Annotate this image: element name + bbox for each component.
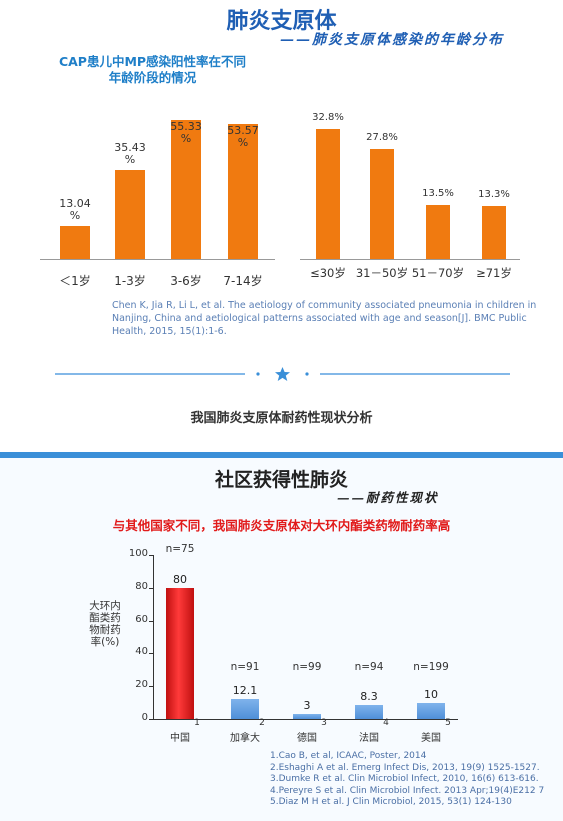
bar-country-1 (231, 699, 259, 719)
category-label-adults-3: ≥71岁 (476, 266, 512, 280)
value-label-country-4: 10 (424, 687, 438, 701)
value-label-children-1: 35.43% (105, 140, 155, 166)
bottom-slide-subtitle: ——耐药性现状 (337, 490, 439, 505)
ref-number-country-3: 4 (383, 718, 389, 728)
value-unit: % (124, 152, 136, 166)
bar-country-4 (417, 702, 445, 719)
bottom-slide-headline: 与其他国家不同，我国肺炎支原体对大环内酯类药物耐药率高 (112, 518, 451, 533)
ytick-mark-2 (149, 653, 153, 655)
ytick-label-1: 20 (135, 679, 148, 691)
bar-children-0 (60, 226, 90, 259)
value-unit: % (237, 136, 249, 150)
left-chart-title-line2: 年龄阶段的情况 (108, 70, 197, 85)
bar-children-3 (228, 124, 258, 259)
top-slide-citation: Chen K, Jia R, Li L, et al. The aetiolog… (112, 300, 537, 337)
reference-item: 1.Cao B, et al, ICAAC, Poster, 2014 (270, 751, 427, 761)
ytick-label-0: 0 (141, 712, 148, 723)
y-axis (153, 555, 154, 719)
category-label-country-0: 中国 (170, 733, 190, 744)
value-number: 35.43 (114, 140, 146, 154)
ytick-mark-1 (149, 686, 153, 688)
ref-number-country-1: 2 (259, 718, 265, 728)
reference-item: 5.Diaz M H et al. J Clin Microbiol, 2015… (270, 797, 512, 807)
category-label-adults-0: ≤30岁 (310, 266, 346, 280)
category-label-country-1: 加拿大 (230, 733, 260, 744)
bar-adults-1 (370, 148, 394, 259)
left-chart-title: CAP患儿中MP感染阳性率在不同 年龄阶段的情况 (30, 54, 275, 86)
bar-adults-0 (316, 128, 340, 259)
x-axis (153, 719, 458, 720)
bar-children-1 (115, 169, 145, 259)
bar-children-2 (171, 119, 201, 259)
value-number: 53.57 (227, 124, 259, 138)
category-label-children-2: 3-6岁 (170, 274, 202, 288)
x-axis-children (40, 259, 275, 260)
n-label-country-1: n=91 (230, 661, 260, 673)
value-number: 13.04 (59, 197, 91, 211)
n-label-country-0: n=75 (165, 543, 195, 555)
category-label-country-2: 德国 (297, 733, 317, 744)
ytick-label-3: 60 (135, 613, 148, 625)
ytick-mark-5 (149, 555, 153, 556)
value-label-adults-2: 13.5% (422, 188, 454, 200)
ytick-label-2: 40 (135, 646, 148, 658)
bar-adults-3 (482, 206, 506, 259)
ref-number-country-0: 1 (194, 718, 200, 728)
resistance-chart-ylabel: 大环内酯类药物耐药率(%) (89, 600, 121, 648)
value-label-children-0: 13.04% (50, 198, 100, 222)
reference-item: 3.Dumke R et al. Clin Microbiol Infect, … (270, 774, 539, 784)
ytick-mark-0 (149, 719, 153, 720)
category-label-adults-2: 51－70岁 (411, 266, 465, 280)
value-number: 55.33 (170, 119, 202, 133)
n-label-country-2: n=99 (292, 661, 322, 673)
value-label-country-2: 3 (303, 699, 311, 713)
category-label-country-4: 美国 (421, 733, 441, 744)
value-label-adults-0: 32.8% (312, 111, 344, 123)
bottom-slide-title: 社区获得性肺炎 (214, 469, 348, 491)
ytick-mark-3 (149, 620, 153, 622)
value-label-children-3: 53.57% (218, 125, 268, 149)
value-unit: % (180, 131, 192, 145)
bar-country-2 (293, 714, 321, 719)
left-chart-title-line1: CAP患儿中MP感染阳性率在不同 (58, 54, 247, 69)
top-slide-subtitle: ——肺炎支原体感染的年龄分布 (280, 32, 504, 48)
ytick-mark-4 (149, 587, 153, 589)
top-slide-title: 肺炎支原体 (226, 9, 337, 34)
category-label-children-3: 7-14岁 (223, 274, 263, 288)
value-unit: % (69, 209, 81, 223)
value-label-adults-1: 27.8% (366, 131, 398, 143)
bottom-slide (0, 452, 563, 821)
bar-country-3 (355, 705, 383, 719)
divider-dot-right (305, 372, 309, 376)
n-label-country-4: n=199 (413, 661, 449, 673)
ytick-label-4: 80 (135, 580, 148, 592)
reference-list: 1.Cao B, et al, ICAAC, Poster, 2014 2.Es… (270, 751, 560, 809)
section-caption: 我国肺炎支原体耐药性现状分析 (190, 411, 373, 426)
bar-adults-2 (426, 205, 450, 259)
reference-item: 2.Eshaghi A et al. Emerg Infect Dis, 201… (270, 762, 540, 773)
divider-dot-left (256, 372, 260, 376)
star-icon (275, 367, 290, 381)
x-axis-adults (300, 259, 520, 260)
value-label-country-1: 12.1 (232, 684, 258, 698)
category-label-country-3: 法国 (359, 733, 379, 744)
value-label-adults-3: 13.3% (478, 189, 510, 201)
star-divider (55, 367, 510, 381)
reference-item: 4.Pereyre S et al. Clin Microbiol Infect… (270, 785, 545, 796)
value-label-country-3: 8.3 (360, 690, 378, 704)
top-slide (0, 0, 563, 385)
ref-number-country-4: 5 (445, 718, 451, 728)
value-label-children-2: 55.33% (161, 119, 211, 145)
category-label-children-0: ＜1岁 (59, 274, 91, 288)
ytick-label-5: 100 (128, 548, 148, 559)
value-label-country-0: 80 (173, 572, 187, 586)
category-label-adults-1: 31－50岁 (355, 266, 409, 280)
bar-country-0 (166, 587, 194, 719)
category-label-children-1: 1-3岁 (114, 274, 146, 288)
ref-number-country-2: 3 (321, 718, 327, 728)
n-label-country-3: n=94 (354, 661, 384, 673)
